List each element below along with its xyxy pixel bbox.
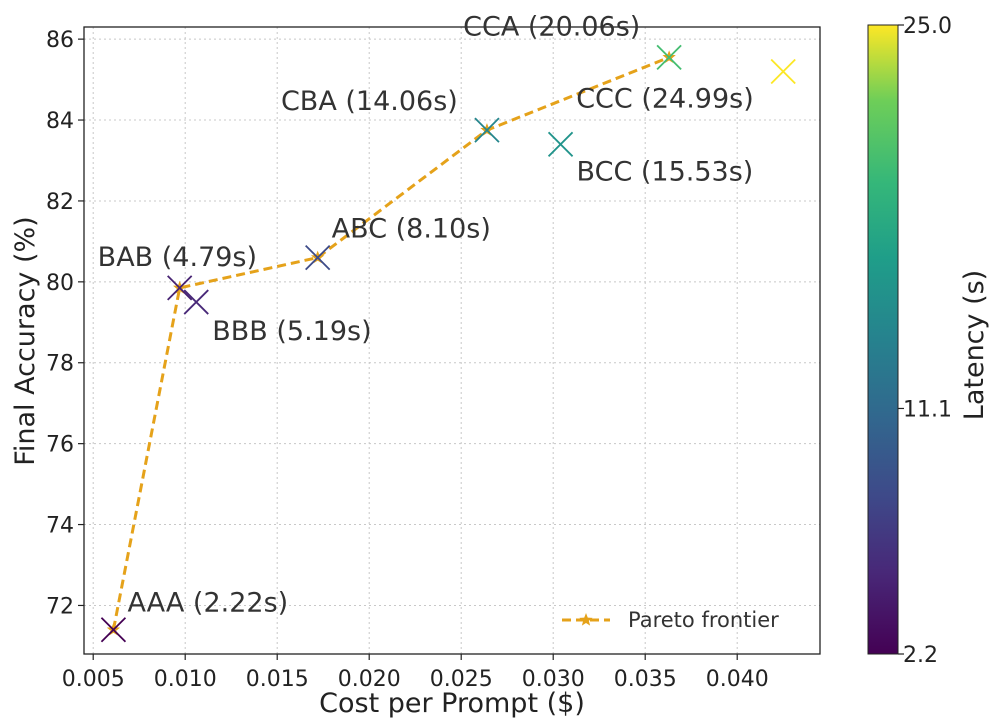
colorbar-tick-label: 11.1 bbox=[903, 397, 952, 422]
point-label: CBA (14.06s) bbox=[281, 86, 458, 117]
point-label: CCA (20.06s) bbox=[463, 11, 640, 42]
x-tick-label: 0.005 bbox=[62, 667, 125, 692]
y-tick-label: 82 bbox=[46, 190, 74, 215]
point-label: AAA (2.22s) bbox=[127, 588, 288, 619]
point-label: BCC (15.53s) bbox=[577, 156, 754, 187]
marker-stroke bbox=[474, 117, 500, 143]
x-tick-label: 0.040 bbox=[706, 667, 769, 692]
data-point-marker bbox=[770, 58, 796, 85]
point-label: ABC (8.10s) bbox=[332, 214, 491, 245]
colorbar-tick-label: 2.2 bbox=[903, 643, 938, 668]
marker-stroke bbox=[167, 275, 193, 301]
point-label: CCC (24.99s) bbox=[576, 83, 754, 114]
data-point-marker bbox=[474, 117, 500, 143]
x-tick-label: 0.035 bbox=[614, 667, 677, 692]
pareto-frontier-series bbox=[106, 50, 676, 636]
y-tick-label: 78 bbox=[46, 352, 74, 377]
y-tick-label: 80 bbox=[46, 271, 74, 296]
y-tick-label: 72 bbox=[46, 594, 74, 619]
point-label: BAB (4.79s) bbox=[98, 242, 257, 273]
y-axis-title: Final Accuracy (%) bbox=[10, 216, 41, 465]
x-tick-label: 0.010 bbox=[154, 667, 217, 692]
x-tick-label: 0.025 bbox=[430, 667, 493, 692]
data-point-marker bbox=[100, 617, 127, 643]
grid-lines bbox=[84, 27, 820, 654]
marker-stroke bbox=[547, 131, 574, 157]
marker-stroke bbox=[305, 244, 331, 271]
legend-star-marker bbox=[579, 613, 593, 626]
y-tick-label: 86 bbox=[46, 28, 74, 53]
data-point-marker bbox=[305, 244, 331, 271]
x-axis-ticks: 0.005 0.010 0.015 0.020 0.025 0.030 0.035 0.040 bbox=[62, 654, 769, 692]
point-labels: AAA (2.22s) BAB (4.79s) BBB (5.19s) ABC (8.… bbox=[98, 11, 754, 618]
y-tick-label: 76 bbox=[46, 433, 74, 458]
pareto-frontier-line bbox=[111, 55, 670, 631]
marker-stroke bbox=[770, 58, 796, 85]
data-point-marker bbox=[656, 44, 682, 70]
y-axis-ticks: 72 74 76 78 80 82 84 86 bbox=[46, 28, 84, 619]
x-tick-label: 0.030 bbox=[522, 667, 585, 692]
colorbar: 2.2 11.1 25.0 Latency (s) bbox=[867, 14, 990, 668]
colorbar-gradient bbox=[867, 24, 899, 655]
x-axis-title: Cost per Prompt ($) bbox=[319, 688, 585, 719]
x-tick-label: 0.020 bbox=[338, 667, 401, 692]
marker-stroke bbox=[656, 44, 682, 70]
y-tick-label: 84 bbox=[46, 109, 74, 134]
data-point-marker bbox=[167, 275, 193, 301]
marker-stroke bbox=[100, 617, 127, 643]
colorbar-title: Latency (s) bbox=[959, 270, 990, 420]
colorbar-tick-label: 25.0 bbox=[903, 14, 952, 39]
data-point-marker bbox=[547, 131, 574, 157]
data-point-marker bbox=[183, 289, 209, 315]
legend: Pareto frontier bbox=[562, 608, 779, 632]
data-points bbox=[100, 44, 796, 643]
marker-stroke bbox=[183, 289, 209, 315]
legend-label: Pareto frontier bbox=[628, 608, 779, 632]
y-tick-label: 74 bbox=[46, 514, 74, 539]
plot-frame bbox=[83, 26, 821, 655]
point-label: BBB (5.19s) bbox=[212, 316, 371, 347]
x-tick-label: 0.015 bbox=[246, 667, 309, 692]
colorbar-ticks: 2.2 11.1 25.0 bbox=[898, 14, 952, 668]
